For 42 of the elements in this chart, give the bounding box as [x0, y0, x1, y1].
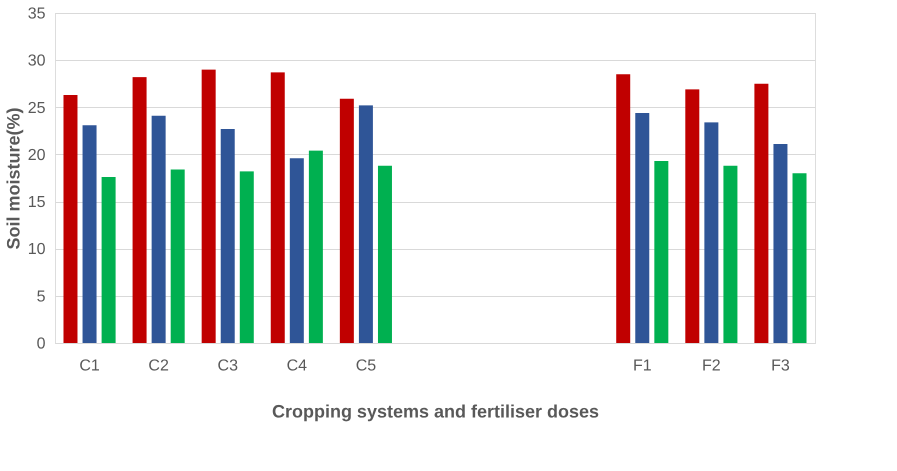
y-tick-label: 20 [28, 146, 46, 164]
bar [654, 161, 668, 343]
bar [723, 166, 738, 343]
x-axis-title: Cropping systems and fertiliser doses [272, 402, 600, 422]
x-tick-label: C4 [286, 358, 308, 374]
y-tick-label: 35 [28, 6, 46, 22]
bar [82, 125, 97, 343]
x-tick-label: F1 [632, 358, 652, 374]
bar [308, 150, 323, 343]
bar [102, 177, 116, 343]
bar [704, 122, 718, 343]
bar [340, 98, 354, 343]
bar [773, 144, 788, 343]
bar [202, 70, 216, 343]
bar [635, 112, 650, 343]
bar [616, 74, 630, 343]
x-tick-label: C3 [218, 358, 238, 374]
x-tick-label: F2 [702, 358, 721, 374]
bar [290, 158, 304, 343]
bar [132, 77, 147, 343]
x-tick-label: C5 [356, 358, 376, 374]
y-tick-label: 30 [28, 52, 46, 70]
x-tick-label: C2 [148, 358, 169, 374]
bar [220, 128, 235, 343]
bar [152, 116, 166, 343]
x-tick-label: C1 [79, 358, 100, 374]
bar [792, 173, 807, 343]
bar [378, 166, 392, 343]
y-tick-label: 15 [28, 194, 46, 212]
bar [270, 72, 285, 343]
y-tick-label: 10 [28, 241, 46, 258]
y-tick-label: 0 [36, 336, 46, 352]
bar [170, 170, 185, 343]
y-tick-label: 5 [36, 288, 46, 306]
bar [358, 105, 373, 343]
bar [685, 89, 700, 343]
bar [754, 84, 768, 343]
x-tick-label: F3 [771, 358, 790, 374]
y-axis-title: Soil moisture(%) [4, 107, 24, 250]
bar [240, 171, 254, 343]
bar [63, 95, 78, 343]
y-tick-label: 25 [28, 100, 46, 117]
